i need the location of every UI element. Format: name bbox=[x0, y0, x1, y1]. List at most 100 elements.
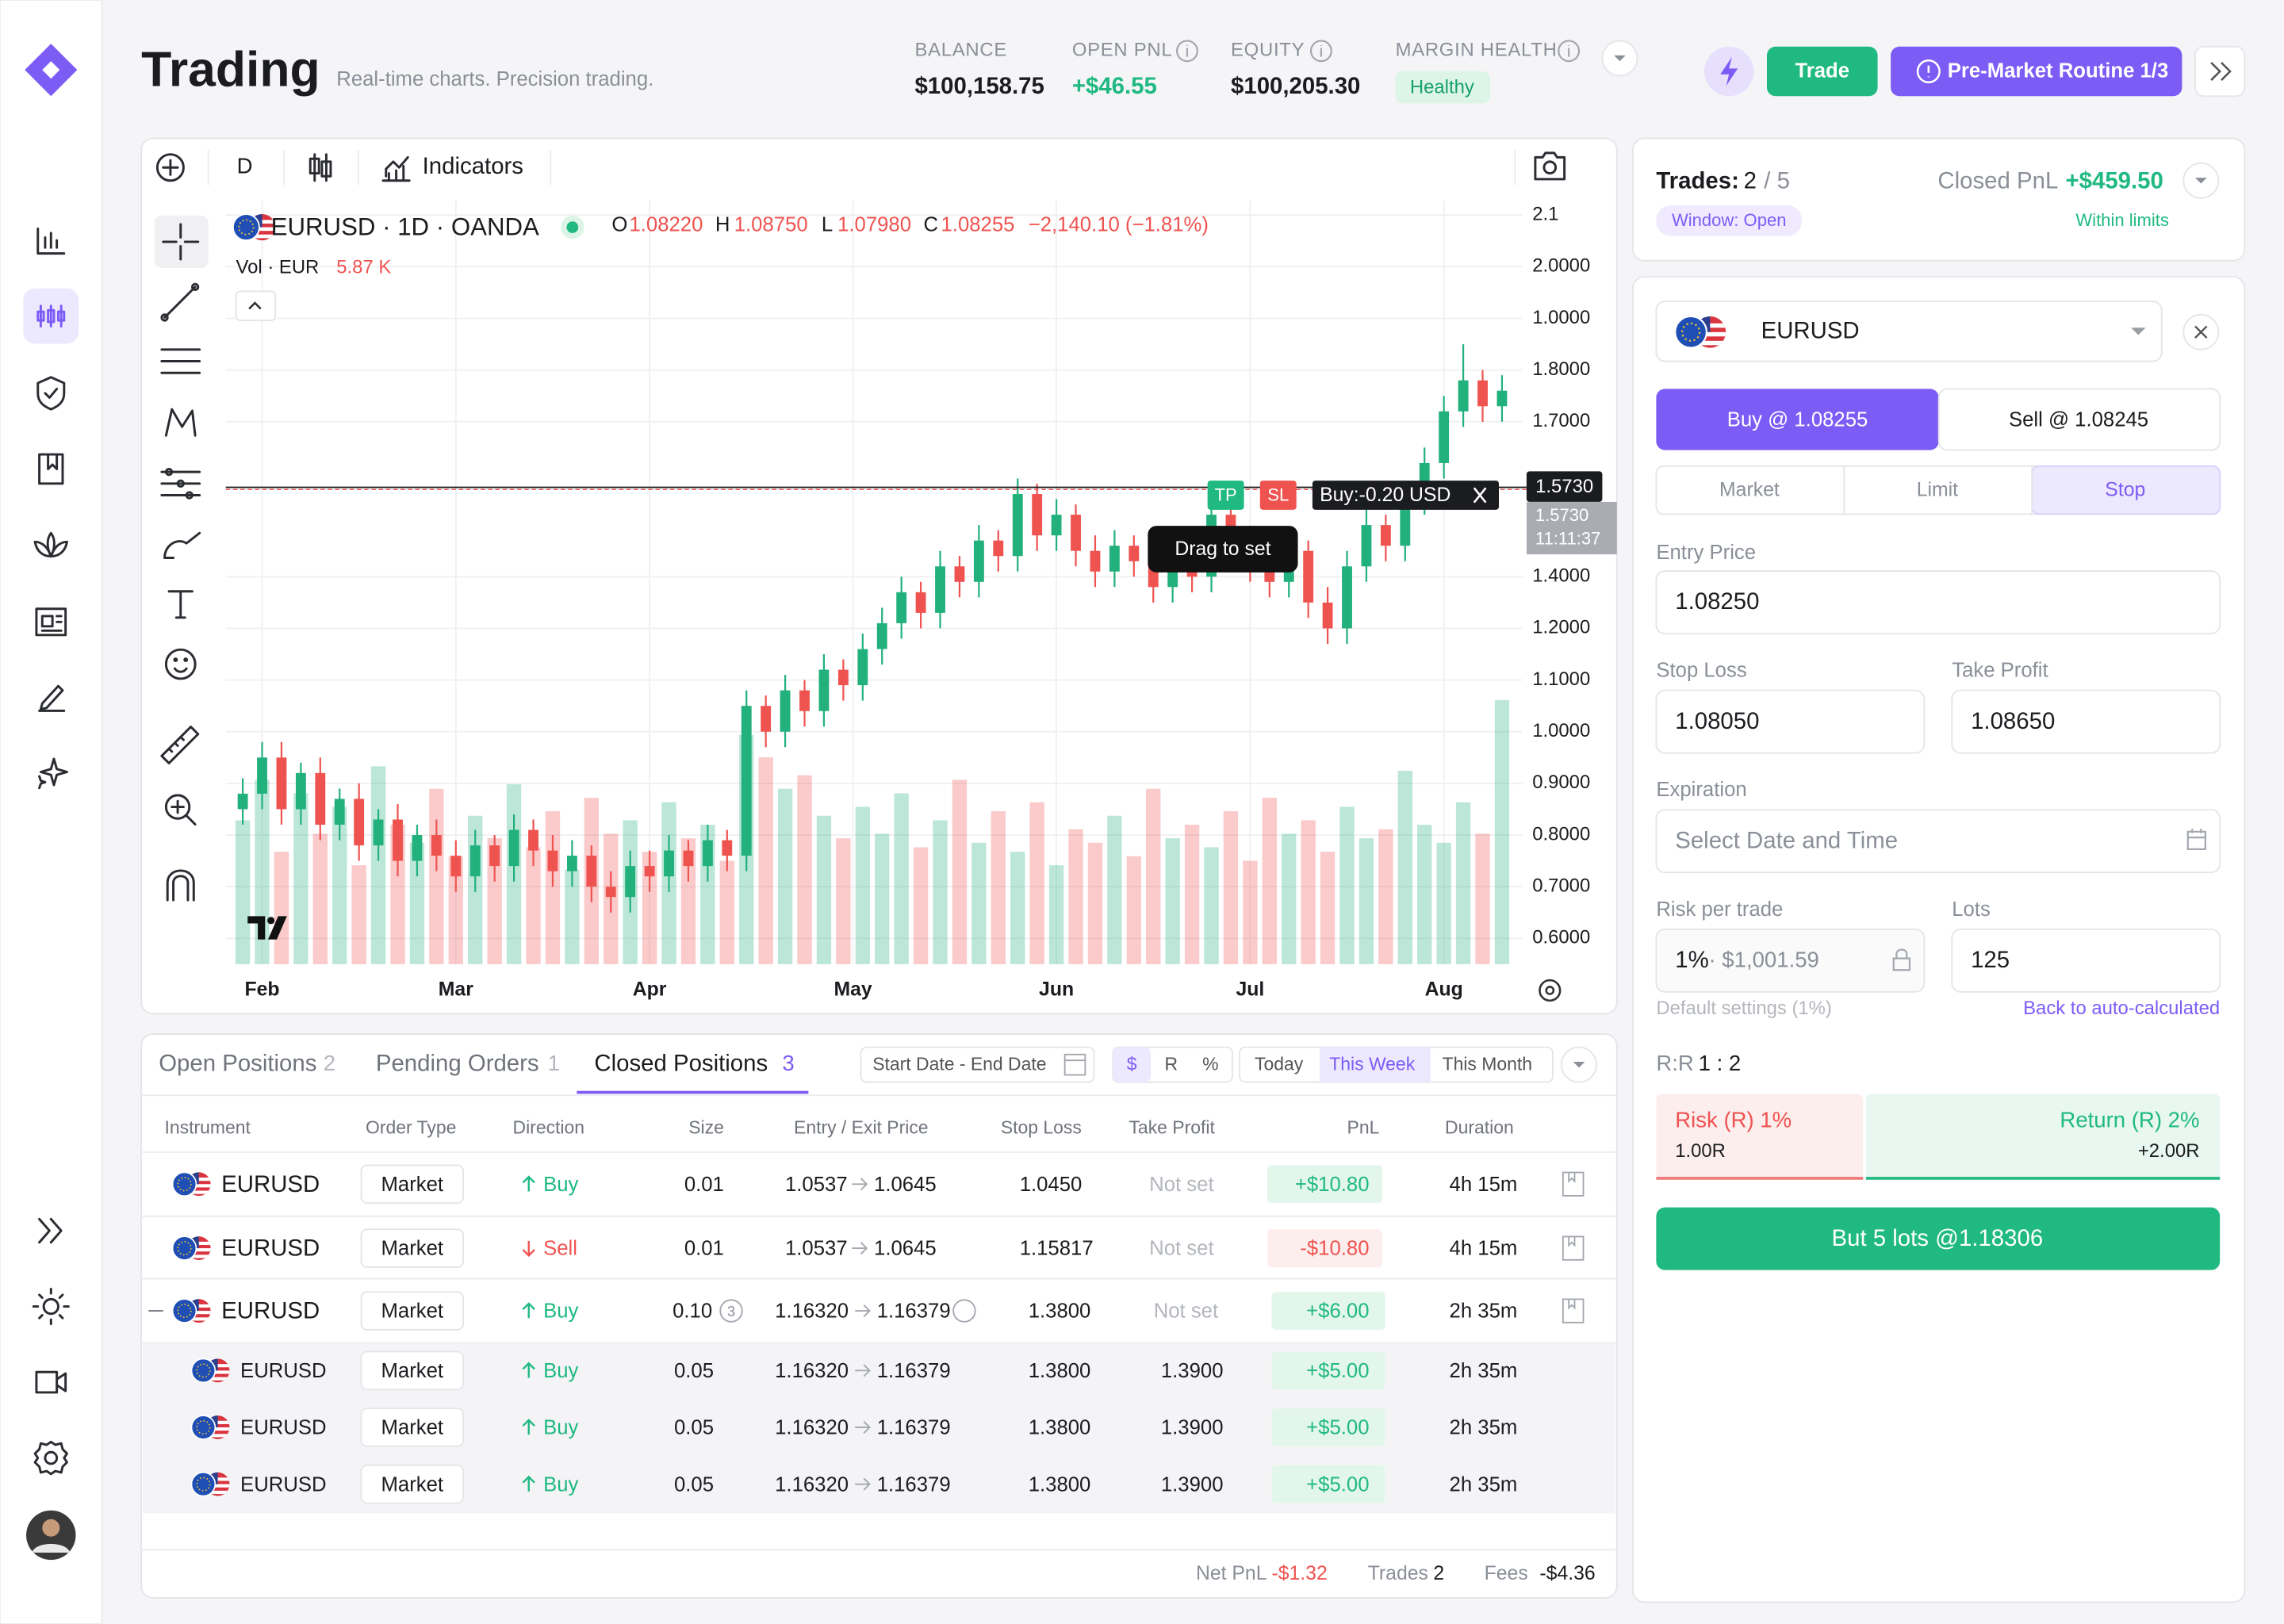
tab-count: 3 bbox=[782, 1051, 794, 1075]
size: 0.01 bbox=[684, 1238, 724, 1260]
order-tag-label: Buy:-0.20 USD bbox=[1320, 485, 1450, 506]
duration: 2h 35m bbox=[1450, 1417, 1518, 1439]
candle-body bbox=[683, 850, 694, 867]
stop-loss: 1.3800 bbox=[1029, 1300, 1091, 1323]
exit-price: 1.16379 bbox=[877, 1360, 951, 1382]
duration: 2h 35m bbox=[1450, 1300, 1518, 1323]
volume-bar bbox=[1339, 806, 1355, 964]
unit-option[interactable]: $ bbox=[1127, 1054, 1137, 1074]
close-form[interactable] bbox=[2182, 313, 2220, 350]
volume-bar bbox=[1010, 852, 1025, 964]
volume-bar bbox=[1204, 847, 1219, 964]
tab-label[interactable]: Pending Orders bbox=[376, 1050, 539, 1076]
size: 0.05 bbox=[674, 1417, 714, 1439]
logo[interactable] bbox=[25, 44, 78, 97]
order-cancel[interactable] bbox=[1473, 487, 1487, 504]
order-tag[interactable] bbox=[1312, 481, 1499, 510]
routine-button[interactable] bbox=[1891, 46, 2182, 97]
size: 0.10 bbox=[673, 1300, 712, 1323]
order-type[interactable]: Market bbox=[1719, 480, 1780, 501]
pnl-badge bbox=[1267, 1165, 1383, 1204]
journal-icon[interactable] bbox=[1562, 1298, 1585, 1323]
instrument-flag bbox=[173, 1171, 213, 1197]
candle-body bbox=[315, 772, 326, 825]
candle-body bbox=[644, 866, 655, 877]
journal-icon[interactable] bbox=[1562, 1171, 1585, 1197]
stat-label: EQUITY bbox=[1231, 40, 1305, 61]
entry-input[interactable] bbox=[1655, 570, 2221, 634]
avatar[interactable] bbox=[26, 1510, 76, 1561]
order-type[interactable]: Stop bbox=[2105, 480, 2145, 501]
candle-body bbox=[857, 649, 868, 686]
auto-link[interactable]: Back to auto-calculated bbox=[2023, 998, 2220, 1019]
chart-toolbar-icons[interactable] bbox=[155, 151, 1566, 182]
tp-handle[interactable] bbox=[1207, 481, 1244, 510]
calendar-icon[interactable] bbox=[2186, 829, 2206, 850]
collapse-panel[interactable] bbox=[2194, 45, 2246, 98]
submit-button[interactable] bbox=[1656, 1207, 2221, 1270]
drawing-tools[interactable] bbox=[160, 223, 201, 902]
direction: Sell bbox=[543, 1238, 577, 1260]
symbol-select[interactable] bbox=[1655, 301, 2163, 362]
chart-settings[interactable] bbox=[1539, 979, 1562, 1002]
nav-icons[interactable] bbox=[32, 227, 70, 1476]
candle-body bbox=[1400, 499, 1411, 546]
interval-button[interactable]: D bbox=[237, 154, 253, 178]
stop-loss: 1.15817 bbox=[1020, 1238, 1094, 1260]
indicators-button[interactable]: Indicators bbox=[423, 153, 523, 179]
tp-value: 1.08650 bbox=[1971, 708, 2055, 734]
x-tick-label: Jul bbox=[1236, 979, 1264, 1001]
sell-button[interactable] bbox=[1937, 388, 2221, 451]
lots-input[interactable] bbox=[1951, 928, 2221, 993]
volume-bar bbox=[719, 860, 734, 964]
order-type[interactable]: Limit bbox=[1917, 480, 1958, 501]
tab-count: 2 bbox=[324, 1051, 335, 1075]
candle-body bbox=[295, 772, 306, 810]
volume-bar bbox=[1436, 842, 1451, 964]
candle-body bbox=[915, 592, 926, 613]
legend-collapse[interactable] bbox=[235, 290, 277, 322]
sl-input[interactable] bbox=[1655, 689, 1926, 754]
summary-dropdown[interactable] bbox=[2182, 162, 2220, 199]
tab-label[interactable]: Closed Positions bbox=[594, 1050, 768, 1076]
direction-arrow bbox=[522, 1362, 535, 1378]
expiration-input[interactable] bbox=[1655, 809, 2221, 874]
volume-bar bbox=[487, 838, 502, 964]
quick-action[interactable] bbox=[1703, 46, 1754, 97]
volume-bar bbox=[526, 847, 541, 964]
duration: 2h 35m bbox=[1450, 1473, 1518, 1496]
column-header: PnL bbox=[1347, 1117, 1380, 1138]
exit-price: 1.0645 bbox=[874, 1238, 937, 1260]
y-tick-label: 2.0000 bbox=[1532, 255, 1590, 277]
legs-count: 3 bbox=[727, 1303, 735, 1320]
volume-bar bbox=[1359, 838, 1374, 964]
x-tick-label: Apr bbox=[633, 979, 667, 1001]
candle-body bbox=[1496, 390, 1508, 407]
candle-body bbox=[973, 540, 984, 582]
tab-label[interactable]: Open Positions bbox=[159, 1050, 316, 1076]
volume-bar bbox=[855, 806, 870, 964]
pnl: +$5.00 bbox=[1306, 1473, 1369, 1496]
candle-body bbox=[237, 793, 248, 810]
tp-input[interactable] bbox=[1951, 689, 2221, 754]
buy-button[interactable] bbox=[1656, 389, 1939, 450]
info-icons[interactable] bbox=[1175, 40, 1581, 63]
positions-table: Instrument Order Type Direction Size Entry /… bbox=[141, 1117, 1617, 1514]
period-option[interactable]: This Week bbox=[1329, 1054, 1415, 1074]
period-option[interactable]: Today bbox=[1255, 1054, 1304, 1074]
unit-option[interactable]: % bbox=[1202, 1054, 1218, 1074]
field-label: Entry Price bbox=[1656, 542, 1756, 564]
period-option[interactable]: This Month bbox=[1443, 1054, 1532, 1074]
y-tick-label: 0.9000 bbox=[1532, 772, 1590, 793]
stat-value: $100,158.75 bbox=[914, 73, 1044, 99]
pnl: +$10.80 bbox=[1295, 1174, 1370, 1196]
stats-dropdown[interactable] bbox=[1601, 40, 1638, 77]
journal-icon[interactable] bbox=[1562, 1235, 1585, 1261]
volume-bar bbox=[1475, 833, 1490, 964]
risk-input[interactable] bbox=[1655, 928, 1926, 993]
unit-option[interactable]: R bbox=[1164, 1054, 1178, 1074]
volume-bar bbox=[797, 775, 812, 964]
date-range[interactable] bbox=[860, 1046, 1095, 1083]
sl-handle[interactable] bbox=[1259, 481, 1297, 510]
trade-button[interactable] bbox=[1766, 46, 1878, 97]
